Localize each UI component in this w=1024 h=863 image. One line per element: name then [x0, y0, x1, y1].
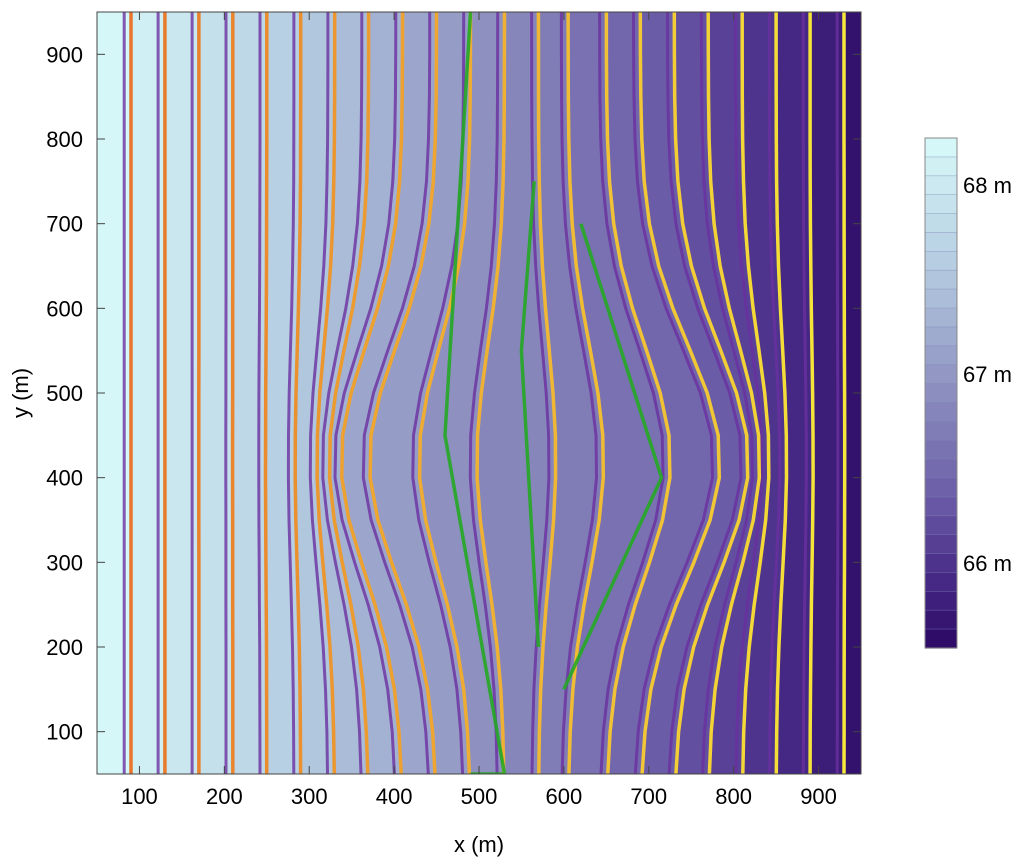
colorbar-step	[925, 591, 957, 611]
x-axis-ticks: 100 200 300 400 500 600 700 800 900	[121, 12, 837, 809]
contour-line	[604, 12, 672, 774]
reference-contour	[286, 12, 296, 774]
contour-line	[740, 12, 771, 774]
reference-contour	[733, 12, 764, 774]
reference-contour	[308, 12, 330, 774]
reference-contour	[666, 12, 743, 774]
colorbar-step	[925, 478, 957, 498]
colorbar-step	[925, 194, 957, 215]
colorbar-step	[925, 496, 957, 517]
contour-lines	[129, 12, 847, 774]
contour-line	[774, 12, 789, 774]
contour-line	[315, 12, 337, 774]
colorbar-tick-label: 67 m	[963, 362, 1012, 387]
contour-line	[417, 12, 473, 774]
y-tick-label: 800	[46, 127, 83, 152]
y-tick-label: 500	[46, 381, 83, 406]
x-tick-label: 500	[461, 784, 498, 809]
colorbar-step	[925, 459, 957, 479]
colorbar-step	[925, 251, 957, 271]
colorbar: 66 m 67 m 68 m	[924, 137, 1012, 649]
colorbar-step	[925, 308, 957, 328]
contour-line	[842, 12, 847, 774]
reference-contour	[530, 12, 551, 774]
highlighted-contours	[443, 12, 664, 774]
colorbar-step	[925, 383, 957, 404]
reference-contour	[767, 12, 782, 774]
colorbar-step	[925, 345, 957, 366]
highlighted-contour-left-lobe	[443, 12, 507, 774]
x-tick-label: 700	[630, 784, 667, 809]
x-axis-label: x (m)	[454, 832, 504, 857]
x-tick-label: 400	[376, 784, 413, 809]
colorbar-step	[925, 515, 957, 536]
x-tick-label: 900	[800, 784, 837, 809]
colorbar-step	[925, 402, 957, 422]
contour-line	[536, 12, 558, 774]
reference-contour	[632, 12, 715, 774]
reference-contour	[559, 12, 599, 774]
y-tick-label: 600	[46, 296, 83, 321]
colorbar-tick-label: 68 m	[963, 173, 1012, 198]
y-tick-label: 300	[46, 550, 83, 575]
x-tick-label: 100	[121, 784, 158, 809]
colorbar-step	[925, 553, 957, 574]
contour-line	[808, 12, 815, 774]
colorbar-step	[925, 270, 957, 290]
x-tick-label: 200	[206, 784, 243, 809]
contour-line	[263, 12, 269, 774]
reference-contour	[361, 12, 432, 774]
reference-contour	[835, 12, 840, 774]
colorbar-step	[925, 572, 957, 592]
contour-line	[566, 12, 606, 774]
colorbar-frame	[924, 137, 958, 649]
colorbar-step	[925, 326, 957, 347]
reference-contour	[801, 12, 808, 774]
x-tick-label: 800	[715, 784, 752, 809]
y-tick-label: 100	[46, 720, 83, 745]
colorbar-step	[925, 421, 957, 441]
x-tick-label: 300	[291, 784, 328, 809]
y-tick-label: 400	[46, 466, 83, 491]
highlighted-contour-right-lobe	[562, 223, 664, 691]
reference-contour	[257, 12, 262, 774]
reference-contour	[468, 12, 500, 774]
contour-line	[638, 12, 722, 774]
colorbar-step	[925, 440, 957, 460]
colorbar-step	[925, 175, 957, 196]
contour-line	[327, 12, 371, 774]
y-tick-label: 200	[46, 635, 83, 660]
reference-contour	[321, 12, 364, 774]
y-axis-label: y (m)	[8, 368, 33, 418]
colorbar-step	[925, 213, 957, 234]
contour-line	[340, 12, 405, 774]
contour-line	[475, 12, 507, 774]
colorbar-step	[925, 610, 957, 630]
highlighted-contour-center	[519, 181, 541, 648]
colorbar-step	[925, 364, 957, 385]
reference-contour	[333, 12, 398, 774]
colorbar-step	[925, 289, 957, 309]
x-tick-label: 600	[546, 784, 583, 809]
colorbar-step	[925, 232, 957, 252]
plot-area: 100 200 300 400 500 600 700 800 900 100 200 300 400…	[46, 11, 862, 809]
colorbar-tick-label: 66 m	[963, 551, 1012, 576]
colorbar-step	[925, 629, 957, 649]
reference-contour	[699, 12, 755, 774]
contour-line	[293, 12, 303, 774]
contour-line	[706, 12, 762, 774]
colorbar-step	[925, 534, 957, 555]
y-axis-ticks: 100 200 300 400 500 600 700 800 900	[46, 42, 861, 745]
y-tick-label: 700	[46, 212, 83, 237]
colorbar-step	[925, 138, 957, 158]
colorbar-step	[925, 156, 957, 177]
y-tick-label: 900	[46, 42, 83, 67]
reference-contour	[598, 12, 665, 774]
contour-line	[368, 12, 439, 774]
contour-line	[672, 12, 750, 774]
contour-band	[844, 12, 861, 774]
